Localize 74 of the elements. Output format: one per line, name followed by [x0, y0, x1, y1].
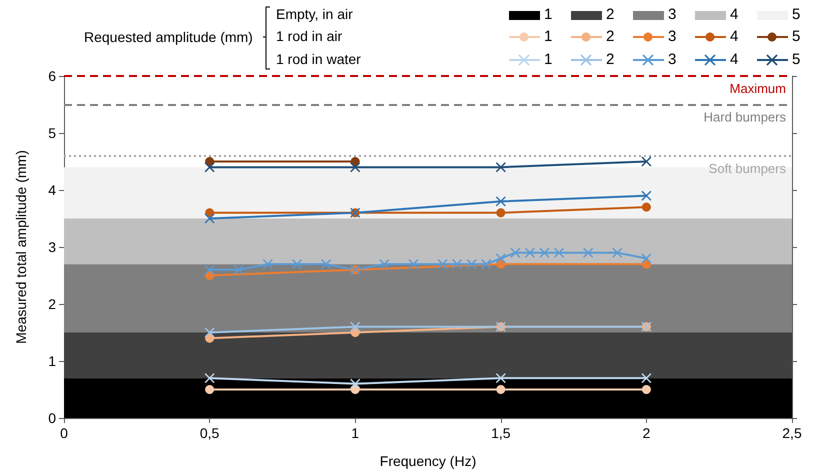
point [496, 162, 506, 172]
point [496, 373, 506, 384]
point [641, 190, 652, 201]
x-tick-label: 2 [642, 425, 650, 441]
y-tick-label: 4 [48, 182, 56, 198]
y-tick-label: 6 [48, 68, 56, 84]
point [379, 259, 390, 270]
x-axis-title: Frequency (Hz) [380, 453, 476, 469]
point [583, 248, 594, 258]
ref-line-label: Maximum [730, 81, 786, 96]
point [641, 156, 652, 166]
legend-label: 2 [606, 28, 614, 45]
point [496, 196, 506, 206]
y-tick-label: 1 [48, 353, 56, 369]
legend-label: 5 [792, 28, 800, 45]
legend-label: 4 [730, 6, 738, 23]
point [350, 162, 360, 172]
point [466, 259, 477, 270]
point [539, 248, 550, 258]
point [524, 248, 535, 258]
legend-label: 2 [606, 51, 614, 68]
point [641, 253, 652, 264]
point [262, 259, 273, 270]
point [496, 208, 506, 218]
point [321, 259, 332, 270]
legend-label: 3 [668, 28, 676, 45]
legend-label: 5 [792, 6, 800, 23]
point [554, 248, 564, 258]
point [642, 202, 651, 212]
point [292, 259, 302, 270]
text: Empty, in air [276, 6, 354, 22]
legend-label: 1 [544, 28, 552, 45]
point [612, 248, 622, 258]
point [350, 322, 360, 332]
point [438, 259, 448, 270]
point [205, 385, 214, 394]
x-tick-label: 0,5 [200, 425, 220, 441]
ref-line-label: Soft bumpers [708, 160, 786, 176]
legend-label: 5 [792, 51, 800, 68]
x-tick-label: 0 [60, 425, 68, 441]
legend-label: 2 [606, 6, 614, 23]
point [642, 385, 651, 394]
x-tick-label: 2,5 [782, 425, 802, 441]
legend-label: 1 [544, 6, 552, 23]
point [204, 214, 215, 224]
point [204, 162, 215, 172]
point [496, 253, 506, 264]
ref-line-label: Hard bumpers [704, 110, 786, 124]
y-axis-title: Measured total amplitude (mm) [13, 150, 29, 344]
point [481, 259, 492, 270]
point [408, 259, 418, 270]
y-tick-label: 5 [48, 125, 56, 141]
y-tick-label: 0 [48, 410, 56, 426]
x-tick-label: 1,5 [491, 425, 511, 441]
point [350, 378, 360, 389]
legend-label: 3 [668, 51, 676, 68]
x-tick-label: 1 [351, 425, 360, 441]
point [641, 373, 652, 384]
point [452, 259, 462, 270]
text: 1 rod in air [276, 28, 342, 44]
legend-label: 1 [544, 51, 552, 68]
y-tick-label: 2 [48, 296, 56, 312]
legend-label: 3 [668, 6, 676, 23]
point [204, 264, 215, 275]
legend-title: Requested amplitude (mm) [84, 29, 253, 45]
legend-label: 4 [730, 28, 738, 45]
point [510, 248, 520, 258]
legend-label: 4 [730, 51, 738, 68]
point [204, 373, 215, 384]
point [496, 385, 506, 394]
point [204, 328, 215, 338]
y-tick-label: 3 [48, 239, 56, 255]
point [234, 264, 244, 275]
text: 1 rod in water [276, 51, 362, 67]
